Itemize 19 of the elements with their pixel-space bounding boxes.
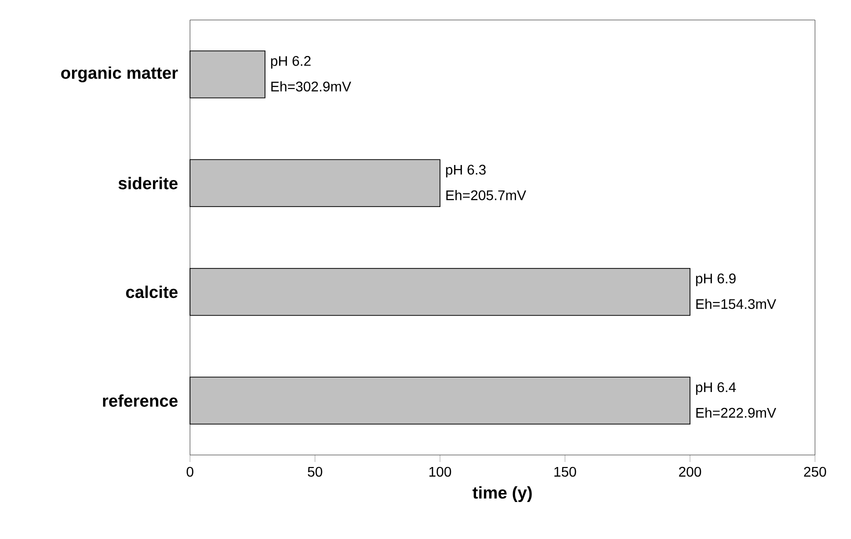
annotation: Eh=205.7mV	[446, 190, 526, 200]
y-tick-label: calcite	[126, 286, 178, 298]
y-tick-label: organic matter	[61, 66, 178, 82]
x-tick-label: 50	[308, 466, 322, 477]
x-axis-title: time (y)	[472, 486, 532, 502]
annotation: pH 6.4	[696, 382, 736, 395]
x-tick-label: 100	[429, 466, 452, 477]
x-tick-label: 0	[186, 466, 194, 477]
annotation: Eh=302.9mV	[271, 81, 352, 92]
x-tick-label: 200	[679, 466, 702, 477]
x-tick-label: 150	[554, 466, 576, 477]
annotation: Eh=222.9mV	[696, 407, 776, 418]
annotation: pH 6.2	[271, 56, 311, 69]
x-tick-label: 250	[804, 466, 826, 477]
annotation: Eh=154.3mV	[696, 298, 776, 309]
annotation: pH 6.9	[696, 274, 736, 286]
annotation: pH 6.3	[446, 164, 486, 178]
y-tick-label: reference	[103, 394, 178, 407]
y-tick-label: siderite	[118, 176, 178, 190]
